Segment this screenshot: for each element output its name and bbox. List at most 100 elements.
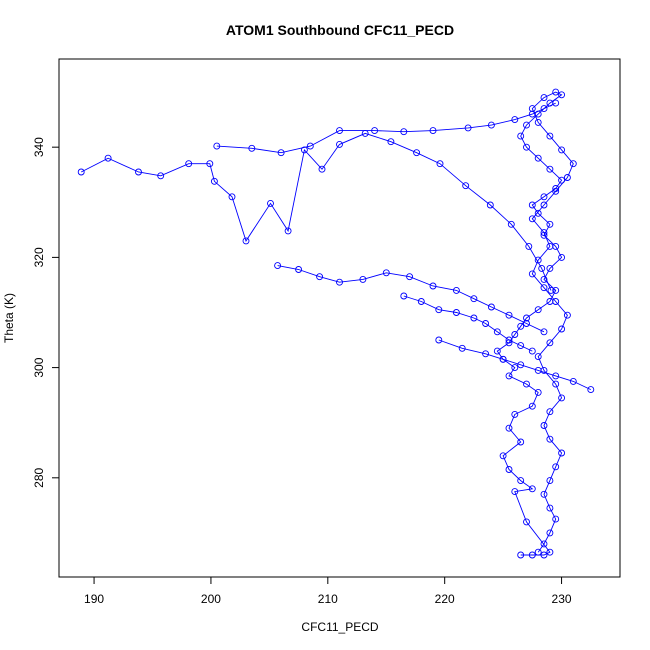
data-point <box>517 477 525 485</box>
data-point <box>493 328 501 336</box>
data-series <box>493 88 577 559</box>
data-point <box>517 322 525 330</box>
data-point <box>435 336 443 344</box>
data-point <box>464 124 472 132</box>
data-point <box>547 286 555 294</box>
data-point <box>558 146 566 154</box>
data-point <box>213 142 221 150</box>
y-tick-label: 300 <box>32 357 46 377</box>
data-point <box>552 185 560 192</box>
data-point <box>534 209 542 217</box>
data-point <box>300 146 308 154</box>
data-point <box>563 174 571 181</box>
data-point <box>546 408 554 416</box>
data-point <box>540 105 548 113</box>
data-point <box>540 422 548 429</box>
data-point <box>558 394 566 402</box>
data-series <box>435 336 595 394</box>
data-point <box>505 372 513 380</box>
data-point <box>552 187 560 195</box>
data-layer <box>77 88 595 559</box>
data-point <box>429 127 437 135</box>
data-point <box>534 353 542 361</box>
data-point <box>546 548 554 556</box>
data-point <box>400 292 408 300</box>
data-point <box>336 278 343 286</box>
data-point <box>540 490 548 498</box>
data-series <box>213 99 560 157</box>
data-point <box>295 266 303 273</box>
data-point <box>452 286 460 294</box>
data-point <box>534 366 542 374</box>
data-point <box>534 118 542 126</box>
data-point <box>499 452 507 460</box>
data-point <box>482 320 490 327</box>
data-point <box>406 273 414 281</box>
data-point <box>540 540 548 548</box>
data-point <box>546 339 554 347</box>
data-point <box>523 121 530 129</box>
data-point <box>135 168 142 176</box>
data-point <box>558 91 566 99</box>
data-point <box>185 160 193 168</box>
data-point <box>528 347 536 355</box>
x-tick-label: 190 <box>84 592 104 606</box>
data-point <box>552 463 560 471</box>
data-point <box>540 275 548 283</box>
data-point <box>104 154 112 162</box>
data-point <box>538 264 546 272</box>
data-point <box>77 168 85 176</box>
data-point <box>552 515 560 523</box>
data-point <box>563 311 571 319</box>
data-point <box>523 518 530 526</box>
data-point <box>546 220 554 228</box>
data-point <box>336 140 343 148</box>
data-point <box>546 477 554 485</box>
data-series <box>274 262 548 336</box>
series-line <box>438 339 591 391</box>
data-point <box>435 306 443 314</box>
data-point <box>505 466 513 473</box>
y-tick-label: 280 <box>32 467 46 487</box>
data-point <box>517 551 525 559</box>
data-point <box>528 201 536 209</box>
data-point <box>552 298 560 305</box>
data-point <box>413 149 421 157</box>
data-point <box>534 306 542 314</box>
data-point <box>523 320 530 327</box>
data-point <box>482 350 490 358</box>
data-point <box>306 142 314 150</box>
data-point <box>499 355 507 363</box>
data-point <box>552 286 560 294</box>
data-point <box>528 270 536 278</box>
data-point <box>206 160 214 168</box>
data-point <box>523 380 530 388</box>
data-point <box>528 110 536 118</box>
data-point <box>528 215 536 223</box>
data-point <box>511 331 519 338</box>
data-point <box>523 143 530 151</box>
data-point <box>523 314 530 322</box>
data-point <box>569 377 577 385</box>
data-point <box>528 105 536 113</box>
data-point <box>507 220 515 228</box>
data-point <box>558 449 566 457</box>
data-point <box>558 325 566 333</box>
data-point <box>552 372 560 380</box>
x-tick-label: 200 <box>201 592 221 606</box>
data-point <box>359 275 367 283</box>
data-point <box>546 132 554 140</box>
data-point <box>371 127 379 135</box>
data-point <box>505 311 513 319</box>
data-point <box>417 298 425 305</box>
chart-title: ATOM1 Southbound CFC11_PECD <box>226 22 454 38</box>
data-point <box>534 548 542 556</box>
data-point <box>382 269 390 277</box>
x-tick-label: 230 <box>552 592 572 606</box>
series-line <box>403 295 533 352</box>
data-point <box>486 201 494 209</box>
data-point <box>517 342 525 350</box>
data-point <box>458 344 466 352</box>
data-point <box>540 328 548 336</box>
